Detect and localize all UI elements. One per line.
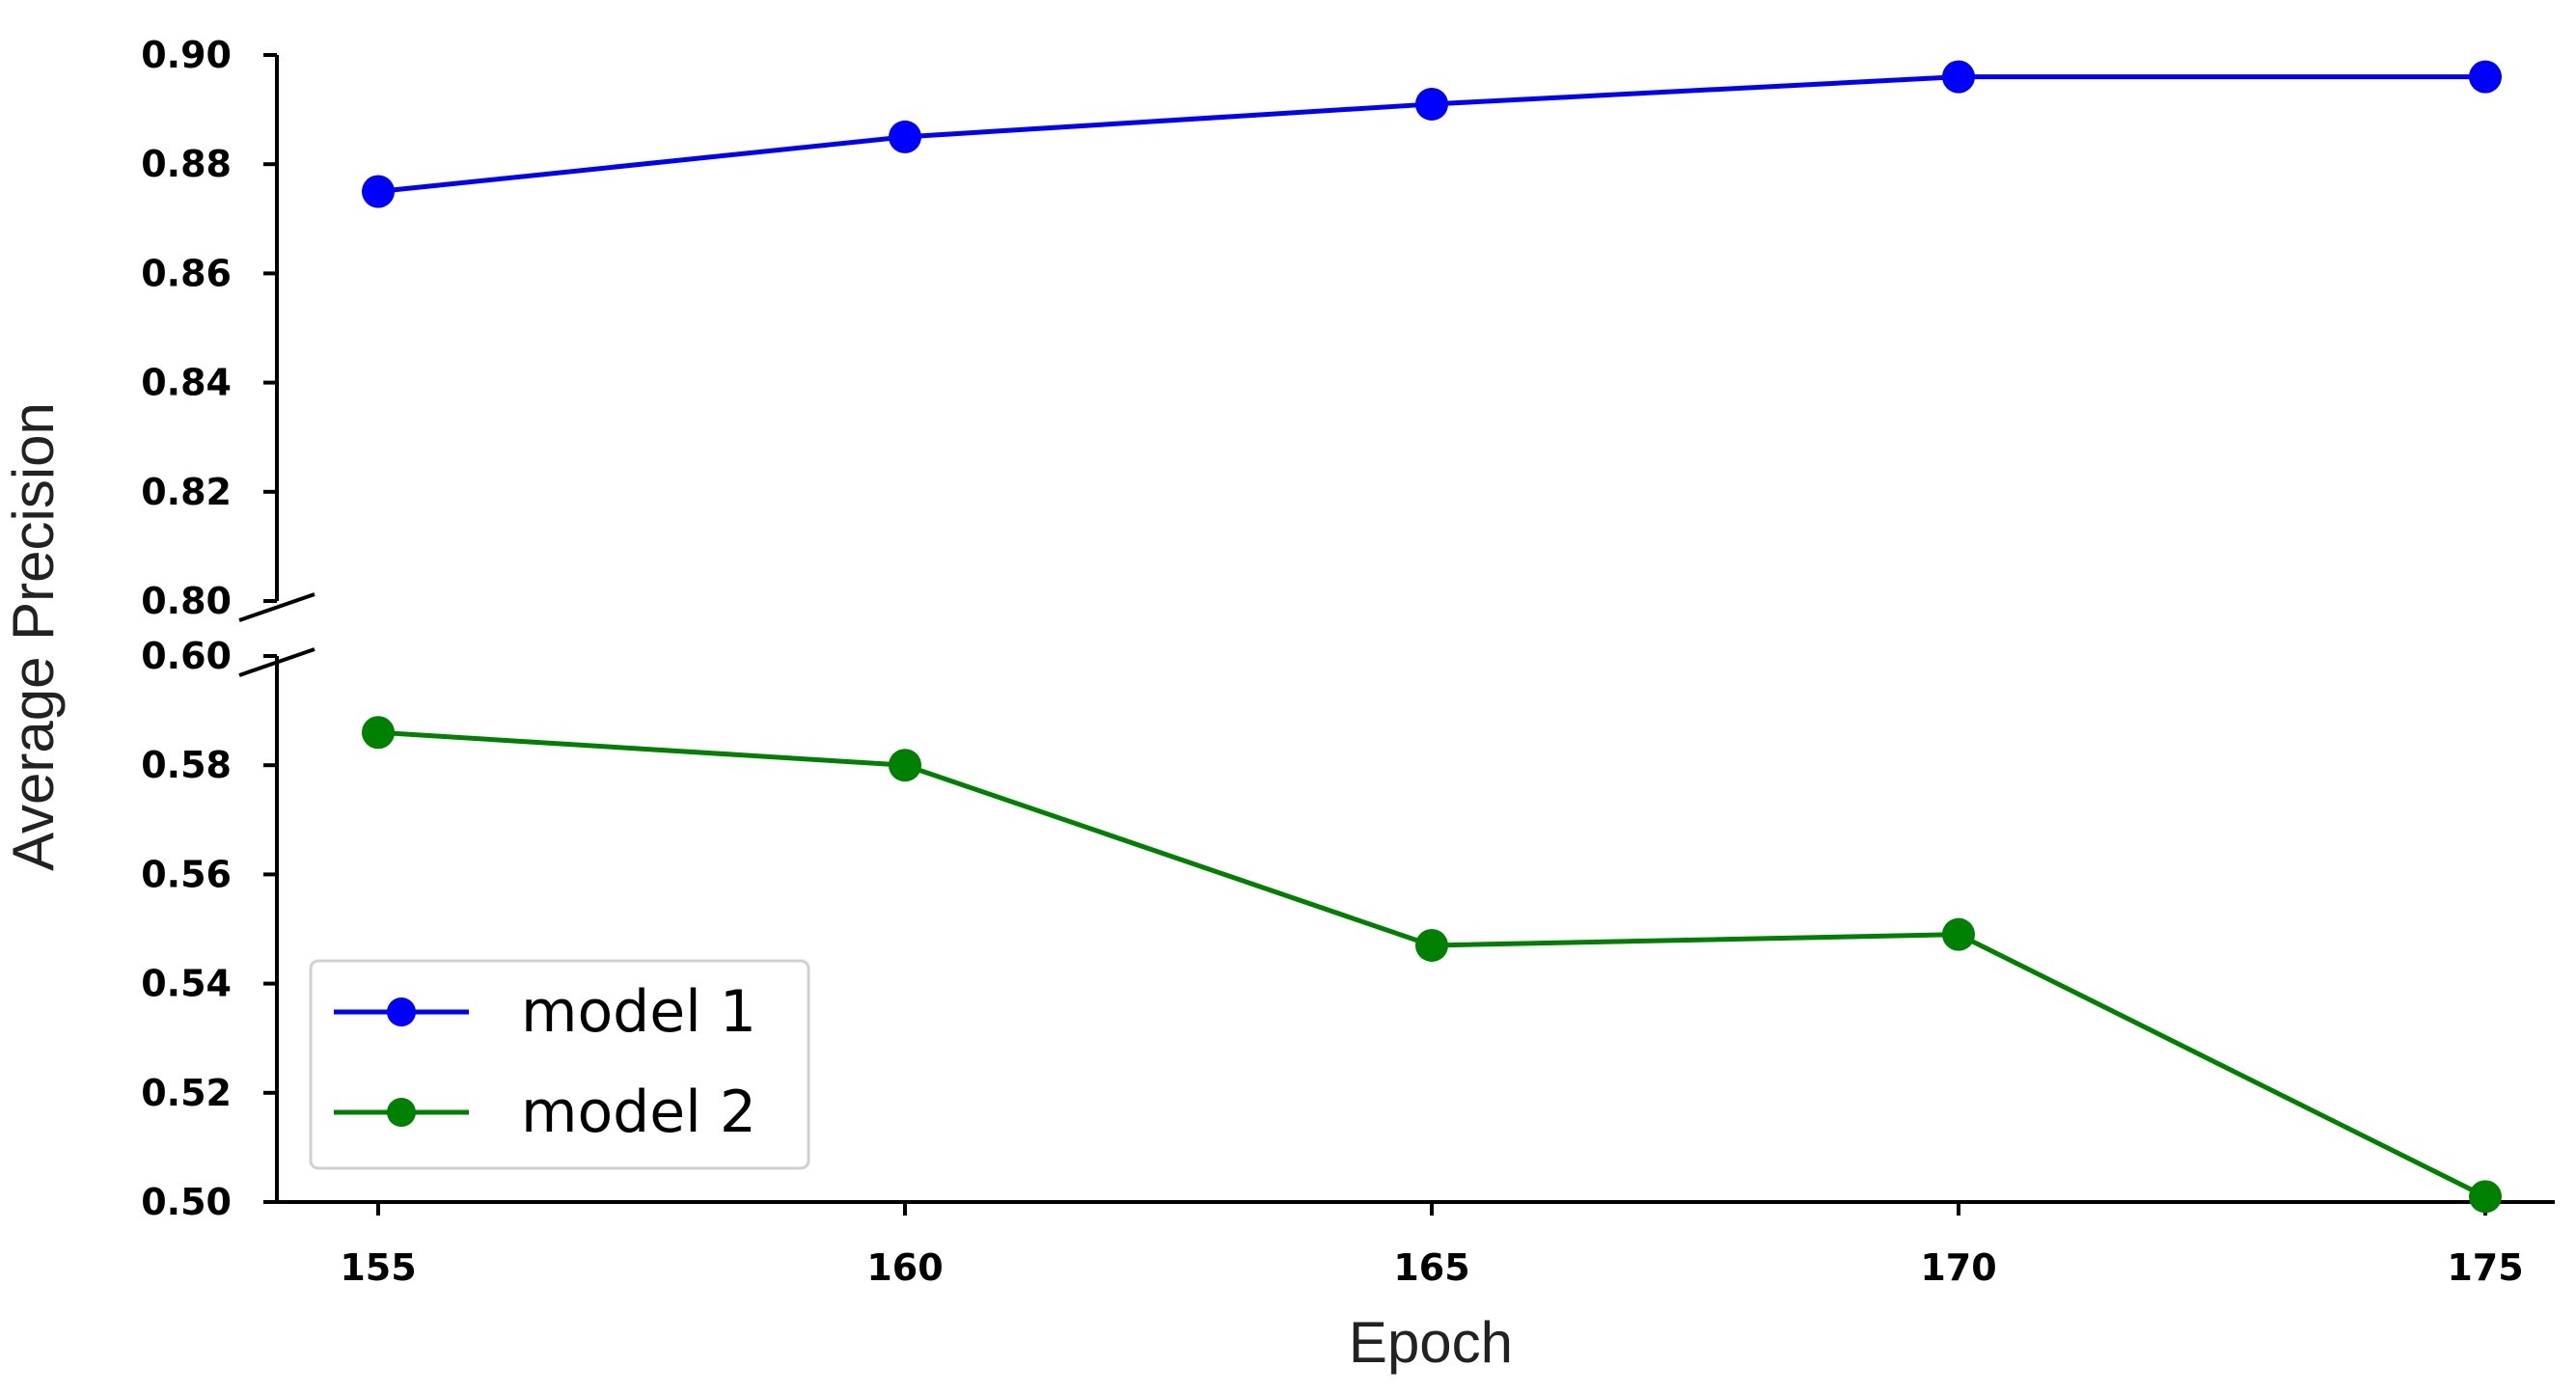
y-tick-label: 0.88 bbox=[141, 143, 232, 185]
series-1-point bbox=[362, 175, 395, 208]
legend: model 1 model 2 bbox=[309, 959, 810, 1170]
legend-label-2: model 2 bbox=[521, 1079, 756, 1146]
series-2-point bbox=[2469, 1180, 2502, 1214]
x-tick-label: 165 bbox=[1393, 1246, 1469, 1289]
y-tick-label: 0.56 bbox=[141, 853, 232, 895]
x-tick-label: 175 bbox=[2447, 1246, 2523, 1289]
x-tick-label: 170 bbox=[1920, 1246, 1996, 1289]
y-tick-label: 0.90 bbox=[141, 34, 232, 76]
y-tick-label: 0.58 bbox=[141, 744, 232, 786]
legend-label-1: model 1 bbox=[521, 978, 756, 1046]
series-group bbox=[362, 60, 2502, 1214]
y-tick-label: 0.52 bbox=[141, 1072, 232, 1114]
series-1-point bbox=[889, 120, 921, 153]
y-tick-label: 0.54 bbox=[141, 963, 232, 1005]
y-tick-label: 0.80 bbox=[141, 580, 232, 622]
y-tick-label: 0.50 bbox=[141, 1181, 232, 1223]
series-1-point bbox=[1942, 60, 1975, 94]
axis-break-mark-lower bbox=[238, 647, 315, 677]
tick-labels: 0.80 0.82 0.84 0.86 0.88 0.90 0.50 0.52 0.54 0.56… bbox=[141, 34, 2523, 1289]
series-1-point bbox=[1415, 87, 1448, 121]
series-1-point bbox=[2469, 60, 2502, 94]
axes bbox=[238, 53, 2555, 1216]
series-2-point bbox=[1415, 928, 1448, 962]
series-2-point bbox=[889, 749, 921, 782]
x-tick-label: 160 bbox=[866, 1246, 943, 1289]
y-tick-label: 0.60 bbox=[141, 635, 232, 677]
axis-break-mark-upper bbox=[238, 592, 315, 622]
y-tick-label: 0.84 bbox=[141, 362, 232, 404]
legend-marker-1 bbox=[387, 998, 416, 1026]
x-tick-label: 155 bbox=[340, 1246, 416, 1289]
legend-marker-2 bbox=[387, 1098, 416, 1127]
y-axis-label: Average Precision bbox=[1, 402, 66, 871]
series-2-point bbox=[1942, 917, 1975, 951]
y-tick-label: 0.86 bbox=[141, 252, 232, 294]
y-tick-label: 0.82 bbox=[141, 471, 232, 513]
series-2-point bbox=[362, 716, 395, 750]
x-axis-label: Epoch bbox=[1349, 1310, 1513, 1375]
